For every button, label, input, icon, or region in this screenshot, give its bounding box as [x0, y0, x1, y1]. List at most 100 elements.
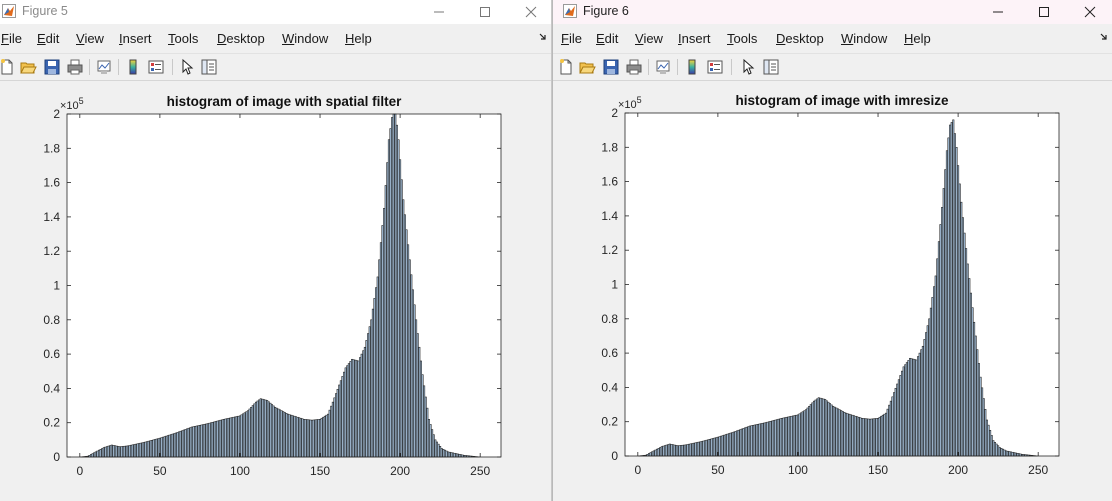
histogram-bar [186, 428, 189, 458]
histogram-bar [795, 414, 798, 457]
histogram-bar [165, 435, 168, 458]
histogram-bar [138, 443, 141, 458]
histogram-bar [820, 398, 823, 457]
histogram-bar [117, 446, 120, 458]
maximize-button[interactable] [462, 0, 508, 24]
histogram-bar [736, 430, 739, 457]
title-bar[interactable]: Figure 6 [553, 0, 1112, 24]
save-icon[interactable] [602, 58, 620, 76]
open-file-icon[interactable] [19, 58, 37, 76]
menu-edit[interactable]: Edit [596, 31, 619, 46]
histogram-bar [314, 419, 317, 458]
histogram-bar [752, 425, 755, 457]
histogram-bar [442, 449, 445, 458]
histogram-bar [865, 418, 868, 457]
menu-tools[interactable]: Tools [168, 31, 199, 46]
histogram-bar [715, 437, 718, 457]
histogram-bar [120, 446, 123, 458]
insert-colorbar-icon[interactable] [683, 58, 701, 76]
histogram-bar [333, 397, 336, 458]
histogram-bar [235, 416, 238, 458]
histogram-bar [170, 434, 173, 458]
histogram-bar [667, 444, 670, 457]
histogram-bar [814, 399, 817, 457]
minimize-button[interactable] [416, 0, 462, 24]
save-icon[interactable] [43, 58, 61, 76]
menu-file[interactable]: File [561, 31, 582, 46]
menu-window[interactable]: Window [282, 31, 329, 46]
close-button[interactable] [1067, 0, 1112, 24]
link-plot-icon[interactable] [95, 58, 113, 76]
histogram-bar [1003, 449, 1006, 457]
histogram-bar [222, 418, 225, 458]
histogram-bar [323, 415, 326, 458]
histogram-bar [245, 411, 248, 458]
property-inspector-icon[interactable] [200, 58, 218, 76]
figure-5-window[interactable]: Figure 5 File Edit View Insert Tools Des… [0, 0, 552, 501]
histogram-bar [753, 424, 756, 457]
histogram-bar [171, 433, 174, 458]
histogram-bar [689, 443, 692, 457]
new-figure-icon[interactable] [0, 58, 16, 76]
menu-edit[interactable]: Edit [37, 31, 60, 46]
histogram-bar [210, 422, 213, 458]
histogram-bar [94, 451, 97, 458]
print-icon[interactable] [66, 58, 84, 76]
window-title: Figure 5 [22, 4, 68, 18]
histogram-bar [713, 437, 716, 457]
histogram-bar [118, 446, 121, 458]
open-file-icon[interactable] [578, 58, 596, 76]
menu-help[interactable]: Help [345, 31, 372, 46]
menu-tools[interactable]: Tools [727, 31, 758, 46]
menu-insert[interactable]: Insert [678, 31, 711, 46]
histogram-bar [195, 425, 198, 458]
figure-toolbar [0, 53, 551, 81]
dock-figure-icon[interactable] [1100, 33, 1108, 41]
histogram-bar [166, 435, 169, 458]
new-figure-icon[interactable] [557, 58, 575, 76]
histogram-bar [955, 147, 958, 457]
print-icon[interactable] [625, 58, 643, 76]
property-inspector-icon[interactable] [762, 58, 780, 76]
histogram-bar [651, 451, 654, 457]
title-bar[interactable]: Figure 5 [0, 0, 551, 24]
histogram-bar [402, 199, 405, 458]
close-button[interactable] [508, 0, 551, 24]
histogram-plot[interactable]: 0 50 100 150 200 250 0 0.2 0.4 0.6 0.8 1 1.2 1.4 1.6 1.… [553, 86, 1112, 501]
histogram-bar [697, 441, 700, 457]
maximize-button[interactable] [1021, 0, 1067, 24]
histogram-bar [375, 287, 378, 458]
histogram-bar [146, 441, 149, 458]
edit-plot-pointer-icon[interactable] [178, 58, 196, 76]
histogram-bar [857, 416, 860, 457]
insert-colorbar-icon[interactable] [124, 58, 142, 76]
histogram-bar [990, 435, 993, 457]
histogram-bar [848, 413, 851, 457]
insert-legend-icon[interactable] [706, 58, 724, 76]
histogram-bar [91, 453, 94, 458]
histogram-bar [429, 424, 432, 458]
menu-desktop[interactable]: Desktop [217, 31, 265, 46]
menu-view[interactable]: View [635, 31, 663, 46]
y-tick-label: 1.8 [43, 141, 60, 155]
insert-legend-icon[interactable] [147, 58, 165, 76]
link-plot-icon[interactable] [654, 58, 672, 76]
edit-plot-pointer-icon[interactable] [739, 58, 757, 76]
histogram-bar [748, 425, 751, 457]
menu-desktop[interactable]: Desktop [776, 31, 824, 46]
histogram-bar [673, 444, 676, 457]
figure-6-window[interactable]: Figure 6 File Edit View Insert Tools Des… [552, 0, 1112, 501]
histogram-plot[interactable]: 0 50 100 150 200 250 0 0.2 0.4 0.6 0.8 1 1.2 1.4 1.6 1.… [0, 86, 552, 501]
histogram-bar [411, 289, 414, 458]
menu-file[interactable]: File [1, 31, 22, 46]
menu-window[interactable]: Window [841, 31, 888, 46]
histogram-bar [915, 359, 918, 457]
histogram-bar [194, 426, 197, 458]
histogram-bar [785, 416, 788, 457]
dock-figure-icon[interactable] [539, 33, 547, 41]
minimize-button[interactable] [975, 0, 1021, 24]
menu-view[interactable]: View [76, 31, 104, 46]
menu-help[interactable]: Help [904, 31, 931, 46]
histogram-bar [351, 358, 354, 458]
menu-insert[interactable]: Insert [119, 31, 152, 46]
